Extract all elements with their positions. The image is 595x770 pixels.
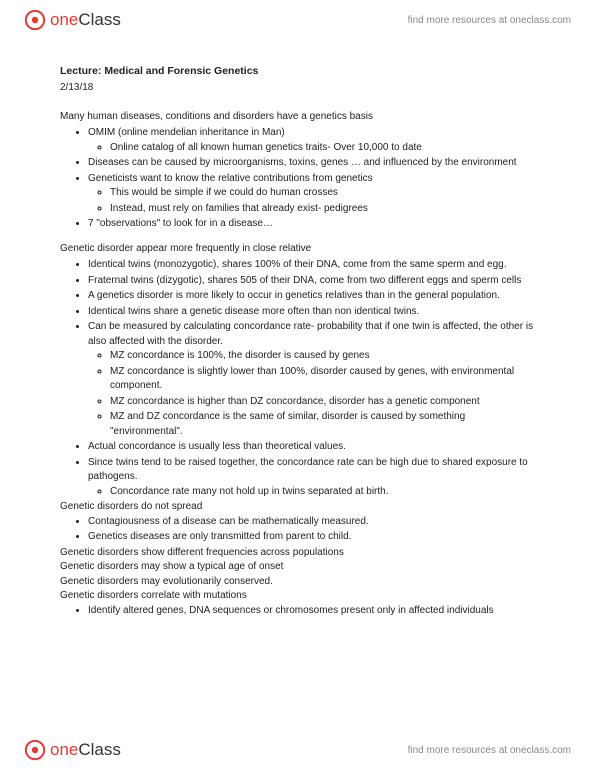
- sub-list: Concordance rate many not hold up in twi…: [88, 485, 535, 500]
- sub-list: This would be simple if we could do huma…: [88, 186, 535, 216]
- section-heading: Genetic disorders may show a typical age…: [60, 560, 535, 575]
- brand-one: one: [50, 740, 78, 759]
- intro-text: Many human diseases, conditions and diso…: [60, 110, 535, 125]
- intro-list: OMIM (online mendelian inheritance in Ma…: [60, 126, 535, 232]
- list-item: Contagiousness of a disease can be mathe…: [88, 515, 535, 530]
- section-heading: Genetic disorders do not spread: [60, 500, 535, 515]
- item-text: Geneticists want to know the relative co…: [88, 173, 373, 184]
- list-item: MZ and DZ concordance is the same of sim…: [110, 410, 535, 439]
- list-item: This would be simple if we could do huma…: [110, 186, 535, 201]
- logo-icon: [24, 9, 46, 31]
- list-item: Instead, must rely on families that alre…: [110, 202, 535, 217]
- item-text: Can be measured by calculating concordan…: [88, 321, 533, 347]
- section-heading: Genetic disorders correlate with mutatio…: [60, 589, 535, 604]
- list-item: Identical twins share a genetic disease …: [88, 305, 535, 320]
- list-item: Identical twins (monozygotic), shares 10…: [88, 258, 535, 273]
- list-item: MZ concordance is 100%, the disorder is …: [110, 349, 535, 364]
- item-text: OMIM (online mendelian inheritance in Ma…: [88, 127, 285, 138]
- brand-class: Class: [78, 10, 121, 29]
- section-list: Identical twins (monozygotic), shares 10…: [60, 258, 535, 499]
- brand-text: oneClass: [50, 740, 121, 760]
- page-header: oneClass find more resources at oneclass…: [0, 0, 595, 40]
- list-item: Geneticists want to know the relative co…: [88, 172, 535, 217]
- brand-one: one: [50, 10, 78, 29]
- lecture-title: Lecture: Medical and Forensic Genetics: [60, 64, 535, 79]
- section-list: Identify altered genes, DNA sequences or…: [60, 604, 535, 619]
- footer-tagline: find more resources at oneclass.com: [408, 745, 571, 756]
- sub-list: Online catalog of all known human geneti…: [88, 141, 535, 156]
- brand-logo: oneClass: [24, 9, 121, 31]
- brand-class: Class: [78, 740, 121, 759]
- section-list: Contagiousness of a disease can be mathe…: [60, 515, 535, 545]
- brand-logo: oneClass: [24, 739, 121, 761]
- brand-text: oneClass: [50, 10, 121, 30]
- header-tagline: find more resources at oneclass.com: [408, 15, 571, 26]
- page-footer: oneClass find more resources at oneclass…: [0, 730, 595, 770]
- list-item: Identify altered genes, DNA sequences or…: [88, 604, 535, 619]
- section-heading: Genetic disorders show different frequen…: [60, 546, 535, 561]
- list-item: Genetics diseases are only transmitted f…: [88, 530, 535, 545]
- item-text: Since twins tend to be raised together, …: [88, 457, 528, 483]
- list-item: Diseases can be caused by microorganisms…: [88, 156, 535, 171]
- list-item: A genetics disorder is more likely to oc…: [88, 289, 535, 304]
- lecture-date: 2/13/18: [60, 81, 535, 96]
- list-item: Can be measured by calculating concordan…: [88, 320, 535, 439]
- list-item: Actual concordance is usually less than …: [88, 440, 535, 455]
- section-heading: Genetic disorders may evolutionarily con…: [60, 575, 535, 590]
- sub-list: MZ concordance is 100%, the disorder is …: [88, 349, 535, 439]
- list-item: OMIM (online mendelian inheritance in Ma…: [88, 126, 535, 155]
- list-item: Fraternal twins (dizygotic), shares 505 …: [88, 274, 535, 289]
- list-item: Online catalog of all known human geneti…: [110, 141, 535, 156]
- list-item: 7 "observations" to look for in a diseas…: [88, 217, 535, 232]
- logo-icon: [24, 739, 46, 761]
- list-item: MZ concordance is higher than DZ concord…: [110, 395, 535, 410]
- section-heading: Genetic disorder appear more frequently …: [60, 242, 535, 257]
- list-item: Concordance rate many not hold up in twi…: [110, 485, 535, 500]
- document-body: Lecture: Medical and Forensic Genetics 2…: [0, 40, 595, 629]
- list-item: Since twins tend to be raised together, …: [88, 456, 535, 500]
- list-item: MZ concordance is slightly lower than 10…: [110, 365, 535, 394]
